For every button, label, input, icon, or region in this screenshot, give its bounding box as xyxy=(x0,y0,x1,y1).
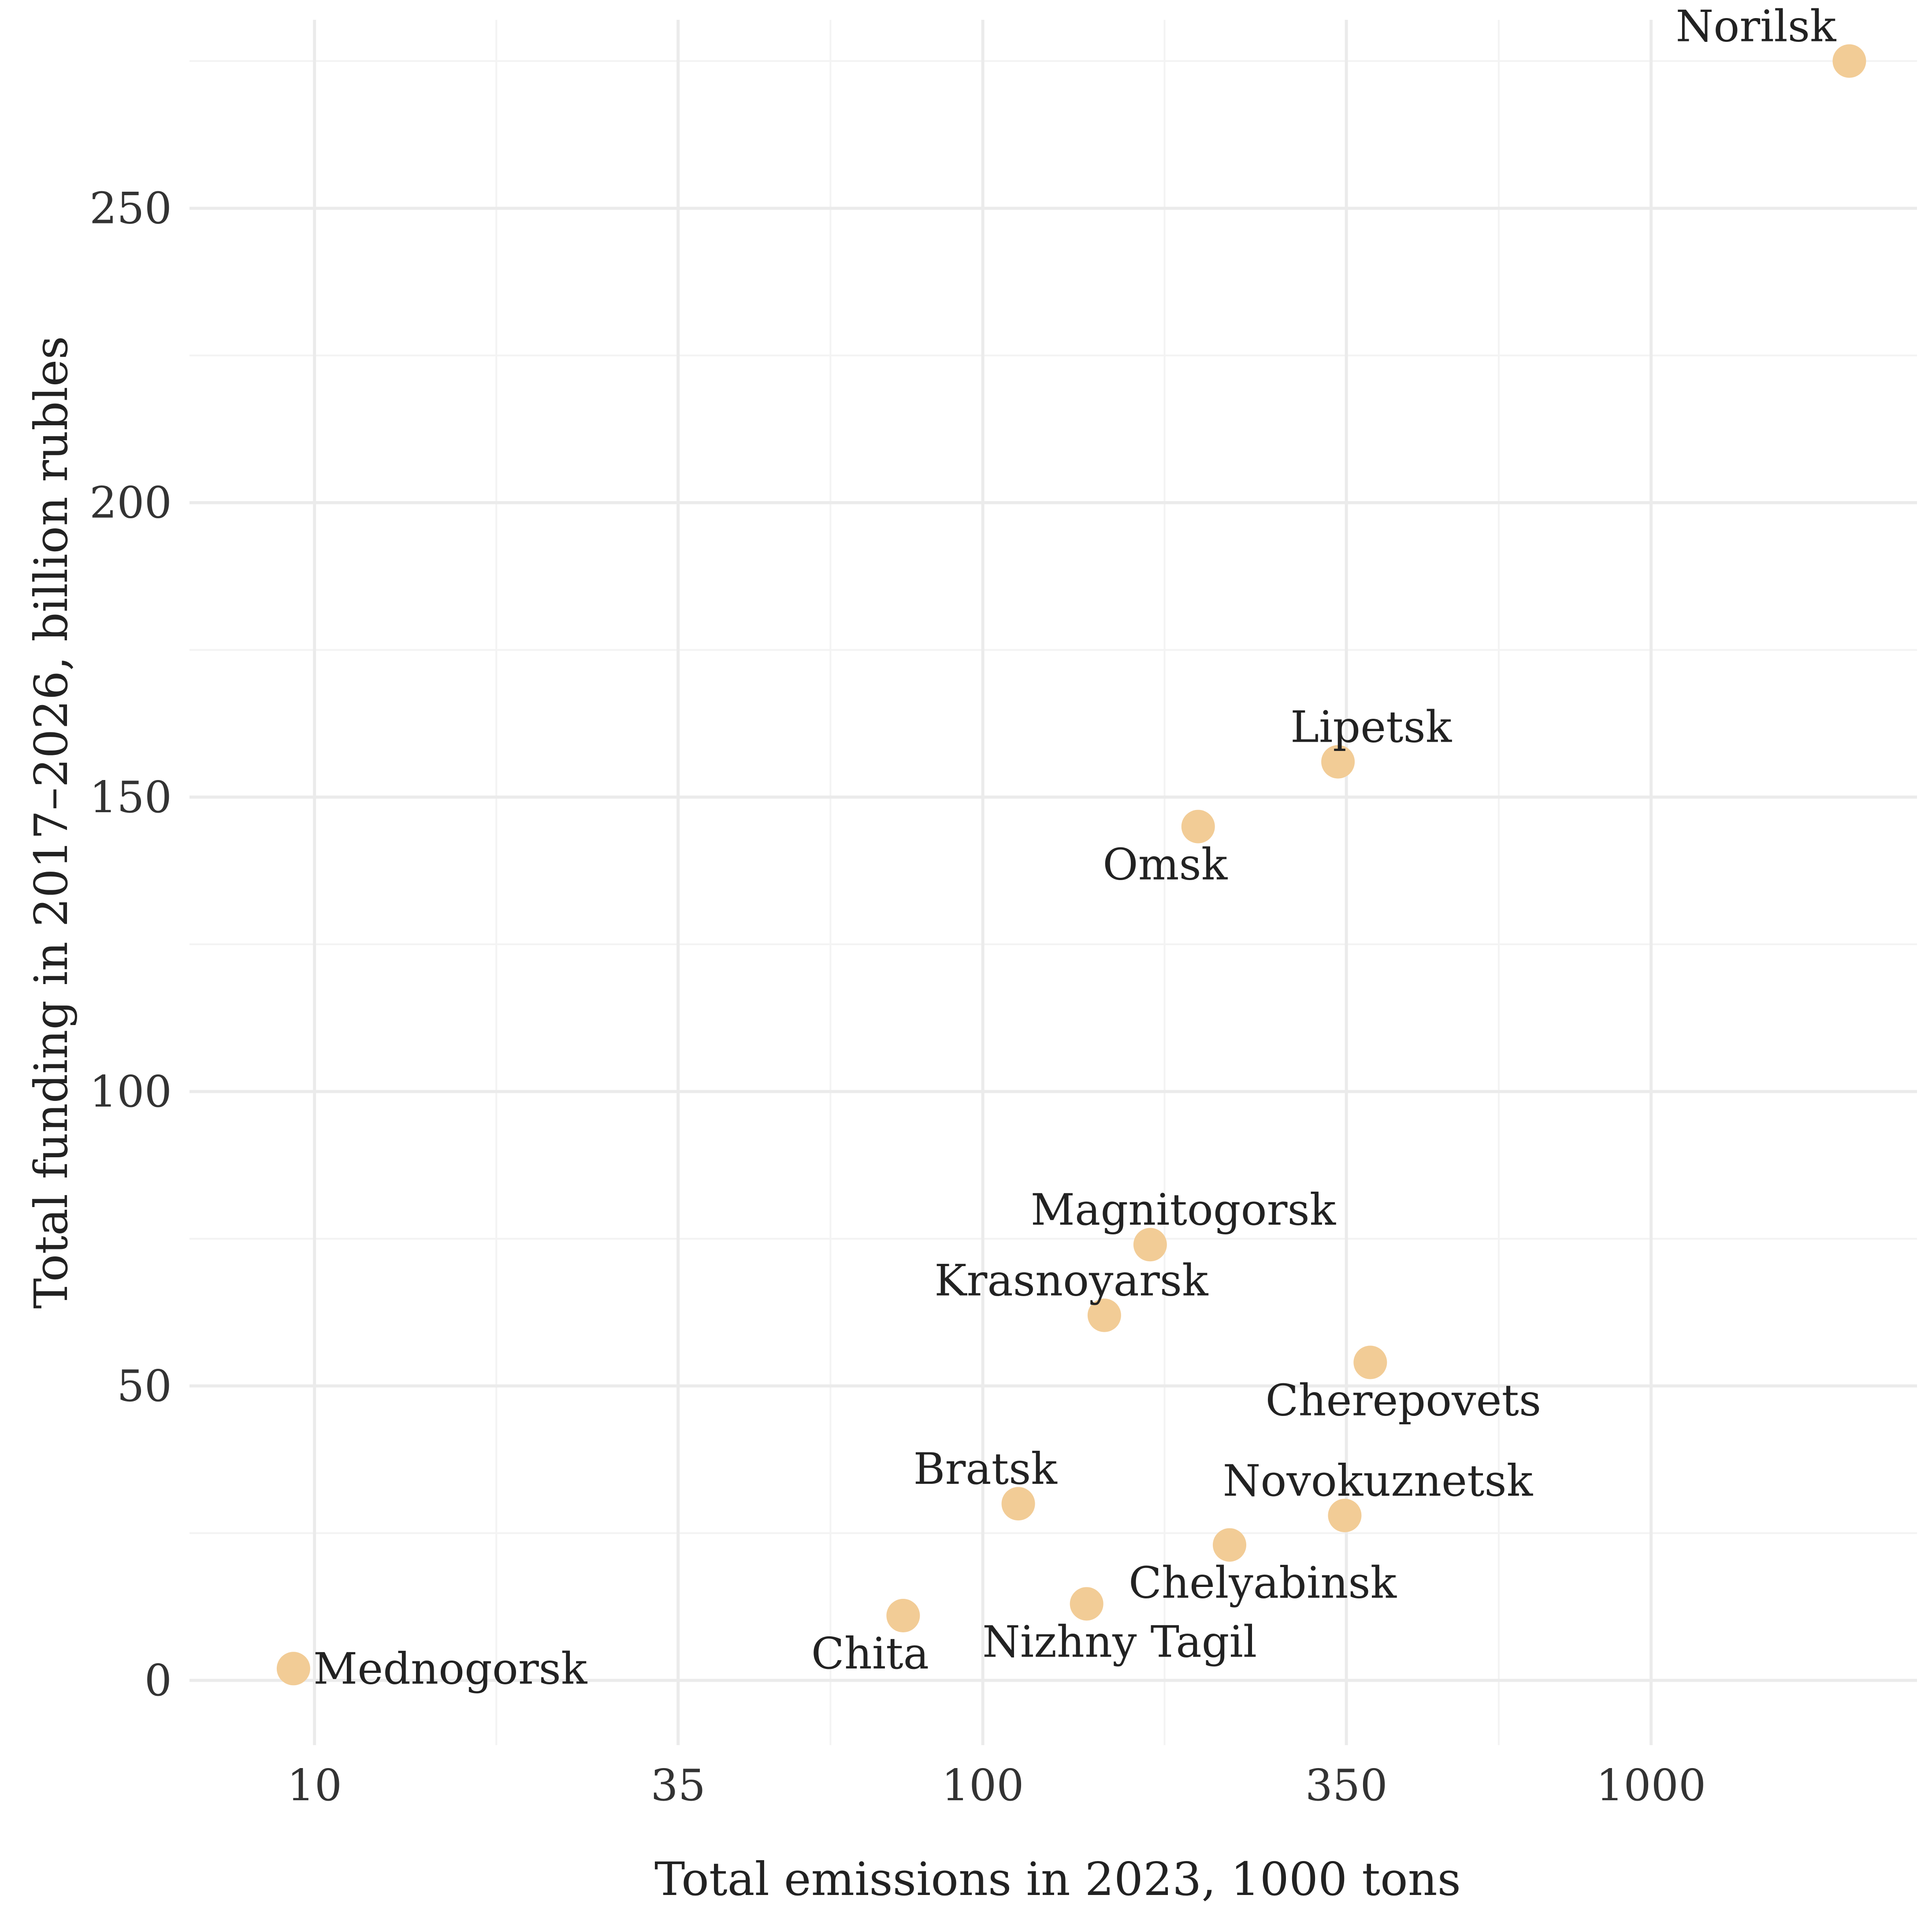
grid xyxy=(189,20,1917,1745)
x-axis: 10 35 100 350 1000 xyxy=(287,1761,1706,1811)
x-tick-label: 1000 xyxy=(1596,1761,1706,1811)
point-label: Novokuznetsk xyxy=(1223,1456,1534,1506)
y-axis-title: Total funding in 2017–2026, billion rubl… xyxy=(24,336,78,1308)
data-points xyxy=(276,44,1866,1686)
y-tick-label: 0 xyxy=(145,1656,172,1706)
point-labels: Norilsk Lipetsk Omsk Magnitogorsk Krasnoyars… xyxy=(313,2,1837,1694)
y-tick-label: 150 xyxy=(89,773,172,823)
data-point xyxy=(1070,1587,1103,1621)
y-tick-label: 200 xyxy=(89,478,172,528)
x-axis-title: Total emissions in 2023, 1000 tons xyxy=(654,1852,1461,1906)
data-point xyxy=(1353,1345,1387,1379)
x-tick-label: 35 xyxy=(650,1761,706,1811)
data-point xyxy=(1087,1298,1121,1332)
data-point xyxy=(1213,1528,1247,1562)
point-label: Lipetsk xyxy=(1290,702,1453,753)
x-tick-label: 350 xyxy=(1305,1761,1388,1811)
point-label: Chita xyxy=(811,1629,929,1679)
point-label: Bratsk xyxy=(913,1444,1058,1494)
data-point xyxy=(1001,1487,1035,1521)
x-tick-label: 10 xyxy=(287,1761,342,1811)
point-label: Nizhny Tagil xyxy=(982,1617,1257,1667)
point-label: Cherepovets xyxy=(1265,1375,1541,1426)
x-tick-label: 100 xyxy=(942,1761,1024,1811)
point-label: Krasnoyarsk xyxy=(934,1256,1209,1306)
y-tick-label: 50 xyxy=(117,1361,172,1412)
data-point xyxy=(276,1652,310,1686)
data-point xyxy=(1832,44,1866,78)
y-tick-label: 100 xyxy=(89,1067,172,1117)
point-label: Mednogorsk xyxy=(313,1644,588,1694)
data-point xyxy=(1133,1228,1167,1262)
y-tick-label: 250 xyxy=(89,184,172,234)
point-label: Chelyabinsk xyxy=(1129,1558,1397,1609)
point-label: Norilsk xyxy=(1676,2,1837,52)
data-point xyxy=(1321,745,1355,779)
data-point xyxy=(1328,1498,1362,1532)
data-point xyxy=(1181,810,1215,843)
y-axis: 0 50 100 150 200 250 xyxy=(89,184,172,1706)
point-label: Magnitogorsk xyxy=(1031,1185,1337,1235)
data-point xyxy=(886,1599,920,1633)
point-label: Omsk xyxy=(1103,840,1228,890)
